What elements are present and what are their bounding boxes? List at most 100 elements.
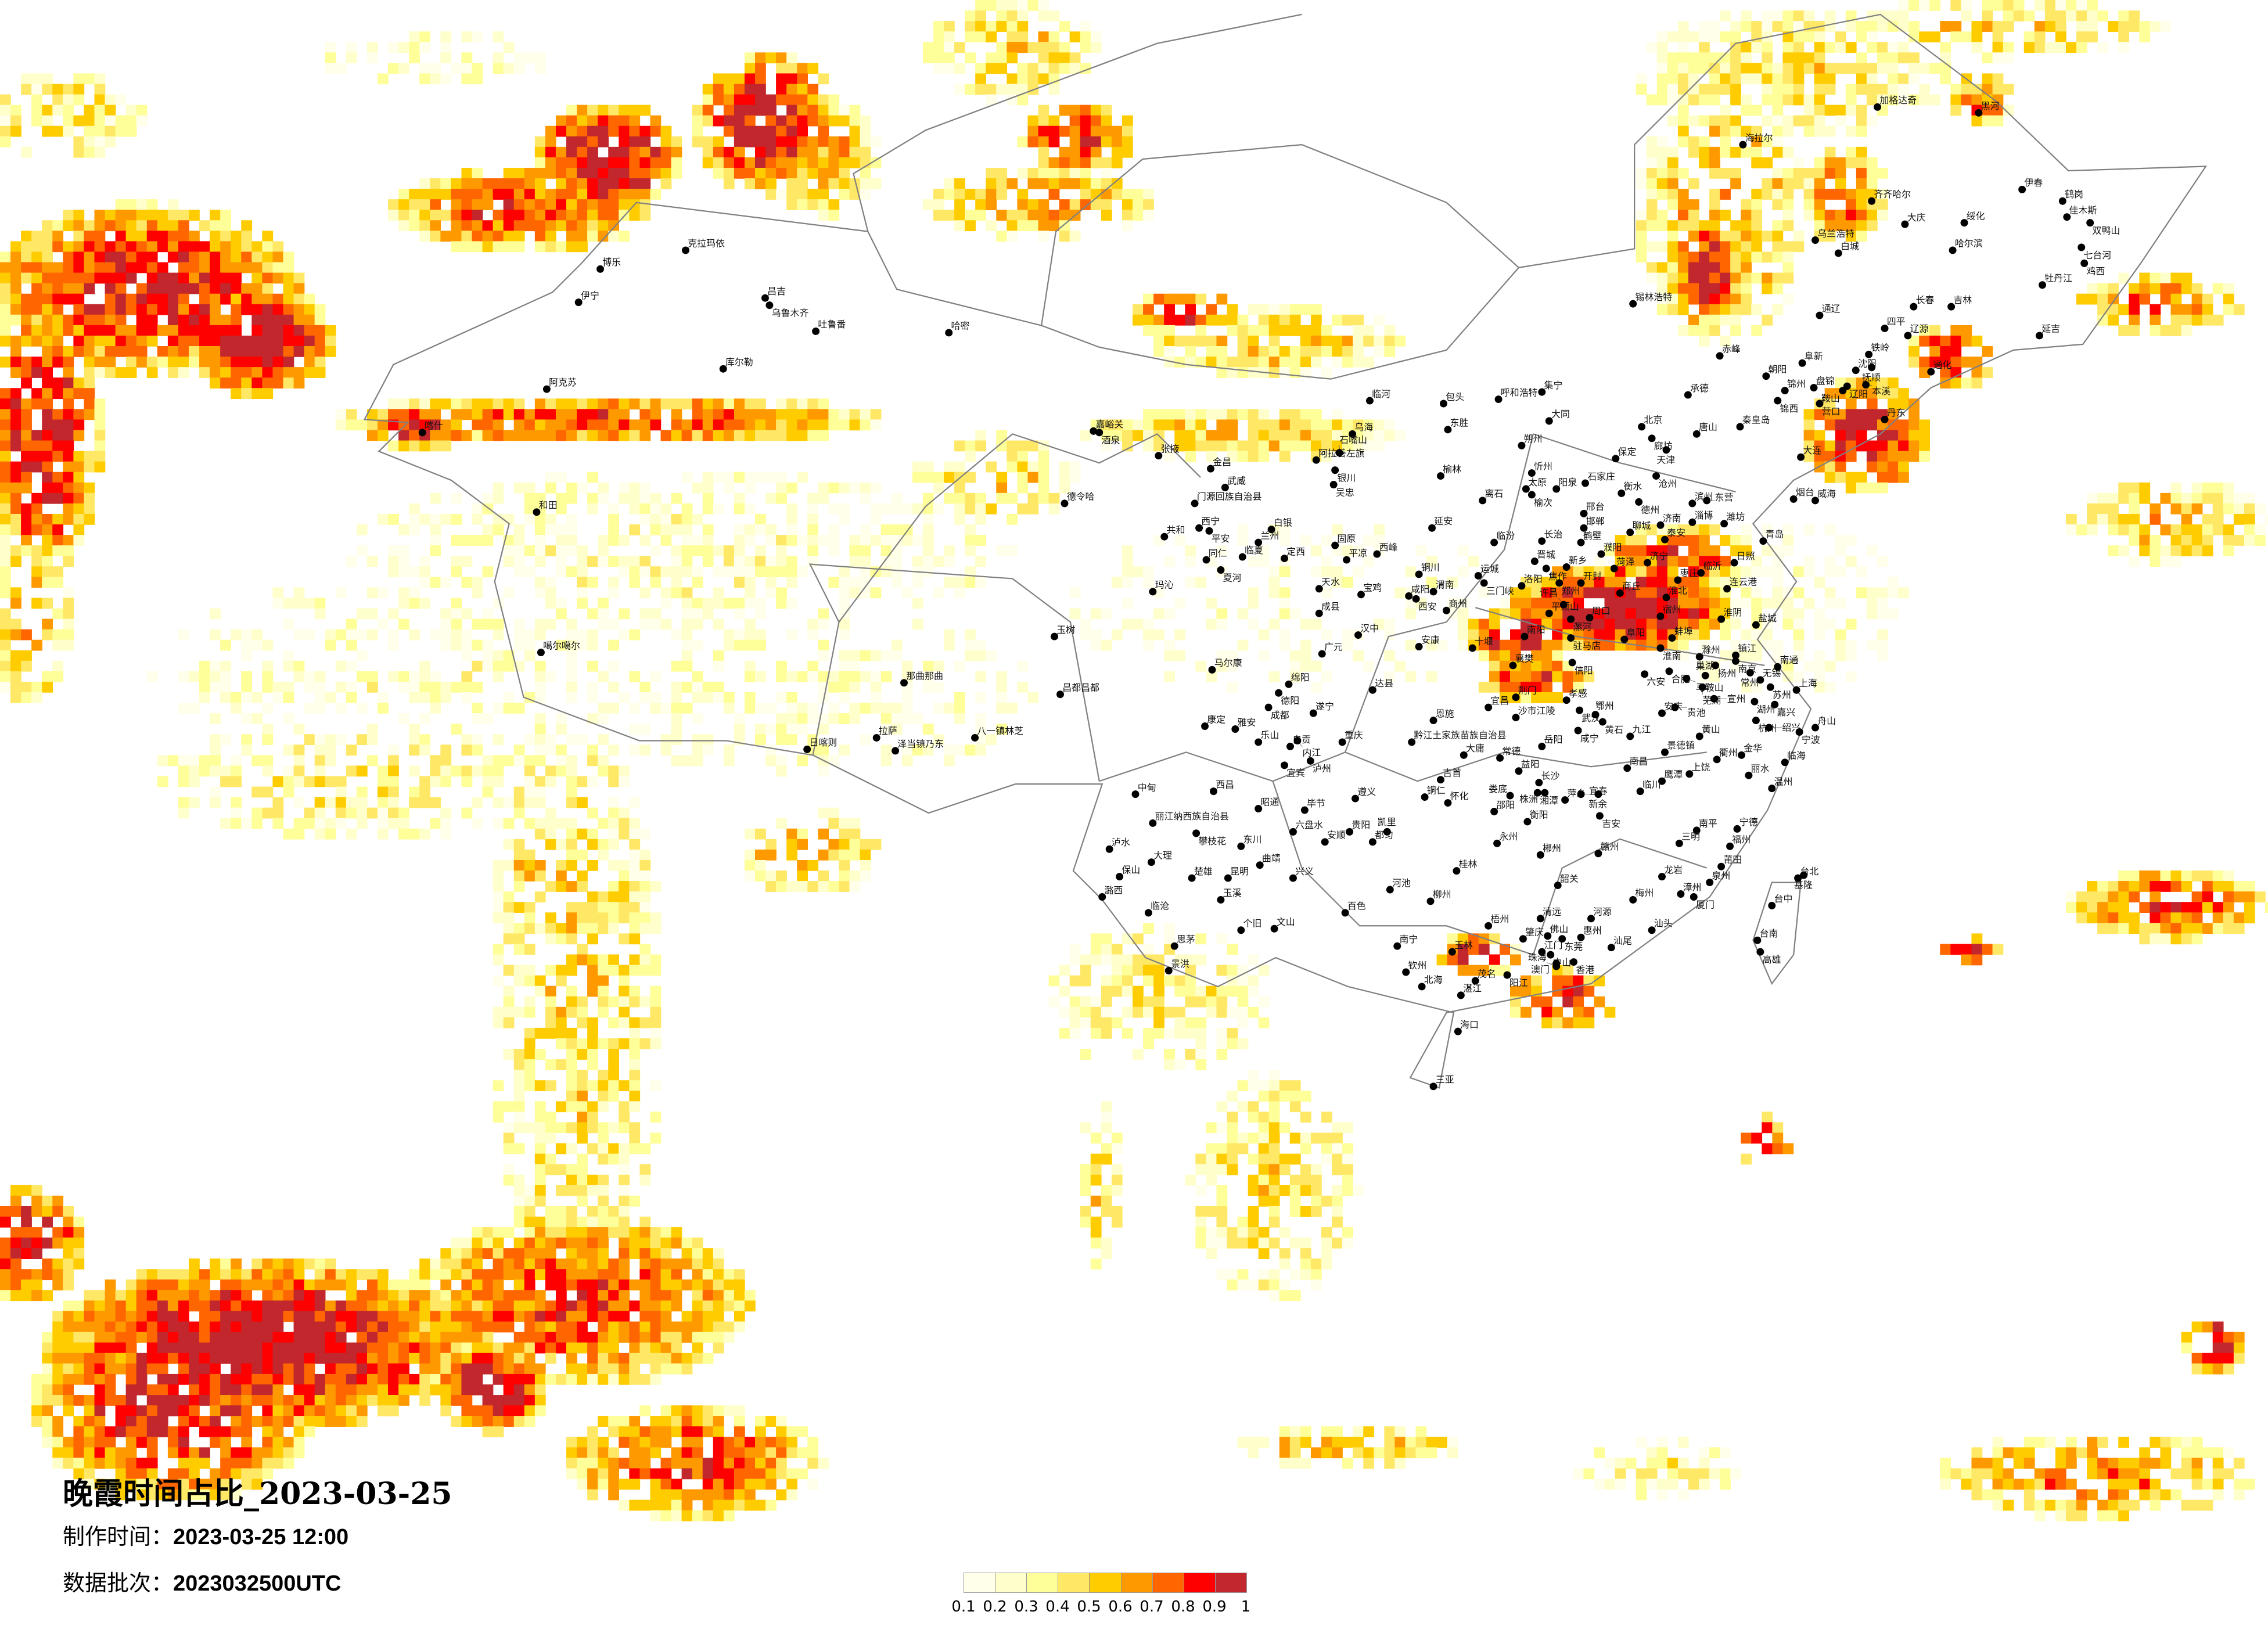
heatmap-cell bbox=[545, 210, 556, 221]
heatmap-cell bbox=[1206, 598, 1217, 609]
heatmap-cell bbox=[1007, 703, 1018, 714]
heatmap-cell bbox=[472, 713, 483, 724]
heatmap-cell bbox=[545, 524, 556, 535]
heatmap-cell bbox=[1950, 0, 1962, 11]
heatmap-cell bbox=[755, 167, 766, 179]
heatmap-cell bbox=[1027, 503, 1039, 515]
heatmap-cell bbox=[1353, 440, 1364, 452]
heatmap-cell bbox=[1877, 199, 1888, 210]
heatmap-cell bbox=[534, 1153, 546, 1165]
heatmap-cell bbox=[566, 241, 577, 253]
heatmap-cell bbox=[1332, 566, 1343, 578]
heatmap-cell bbox=[1489, 681, 1500, 693]
heatmap-cell bbox=[598, 703, 609, 714]
heatmap-cell bbox=[1646, 157, 1658, 168]
heatmap-cell bbox=[849, 482, 861, 494]
heatmap-cell bbox=[818, 199, 829, 210]
heatmap-cell bbox=[807, 618, 819, 630]
heatmap-cell bbox=[430, 703, 441, 714]
heatmap-cell bbox=[1122, 199, 1133, 210]
heatmap-cell bbox=[210, 210, 221, 221]
heatmap-cell bbox=[619, 430, 630, 441]
heatmap-cell bbox=[744, 115, 756, 127]
heatmap-cell bbox=[1762, 42, 1773, 53]
heatmap-cell bbox=[503, 189, 515, 200]
heatmap-cell bbox=[619, 1143, 630, 1154]
heatmap-cell bbox=[157, 293, 168, 305]
heatmap-cell bbox=[1845, 398, 1857, 410]
heatmap-cell bbox=[744, 409, 756, 420]
heatmap-cell bbox=[1080, 996, 1091, 1008]
heatmap-cell bbox=[577, 566, 588, 578]
heatmap-cell bbox=[692, 671, 703, 682]
heatmap-cell bbox=[419, 42, 431, 53]
heatmap-cell bbox=[472, 210, 483, 221]
heatmap-cell bbox=[797, 419, 808, 431]
heatmap-cell bbox=[419, 513, 431, 525]
heatmap-cell bbox=[366, 430, 378, 441]
heatmap-cell bbox=[1677, 262, 1689, 274]
heatmap-cell bbox=[598, 818, 609, 829]
heatmap-cell bbox=[84, 409, 95, 420]
heatmap-cell bbox=[472, 31, 483, 42]
heatmap-cell bbox=[1195, 357, 1207, 368]
heatmap-cell bbox=[1856, 115, 1867, 127]
heatmap-cell bbox=[1762, 63, 1773, 74]
heatmap-cell bbox=[860, 849, 871, 861]
heatmap-cell bbox=[818, 535, 829, 546]
heatmap-cell bbox=[513, 63, 525, 74]
heatmap-cell bbox=[1069, 231, 1081, 242]
heatmap-cell bbox=[629, 105, 641, 116]
heatmap-cell bbox=[1604, 587, 1616, 599]
heatmap-cell bbox=[1185, 304, 1196, 315]
heatmap-cell bbox=[52, 105, 64, 116]
heatmap-cell bbox=[0, 608, 11, 620]
heatmap-cell bbox=[1185, 346, 1196, 357]
heatmap-cell bbox=[94, 73, 106, 85]
heatmap-cell bbox=[996, 671, 1008, 682]
heatmap-cell bbox=[2160, 902, 2172, 913]
heatmap-cell bbox=[734, 608, 745, 620]
heatmap-cell bbox=[1310, 1132, 1322, 1144]
heatmap-cell bbox=[880, 503, 892, 515]
heatmap-cell bbox=[1720, 73, 1731, 85]
heatmap-cell bbox=[545, 1153, 556, 1165]
heatmap-cell bbox=[755, 398, 766, 410]
heatmap-cell bbox=[587, 167, 598, 179]
heatmap-cell bbox=[723, 398, 735, 410]
heatmap-cell bbox=[1258, 430, 1270, 441]
heatmap-cell bbox=[1667, 545, 1678, 556]
heatmap-cell bbox=[555, 409, 567, 420]
heatmap-cell bbox=[545, 996, 556, 1008]
heatmap-cell bbox=[220, 241, 231, 253]
heatmap-cell bbox=[1856, 105, 1867, 116]
heatmap-cell bbox=[975, 210, 986, 221]
heatmap-cell bbox=[828, 136, 840, 148]
heatmap-cell bbox=[241, 388, 253, 400]
heatmap-cell bbox=[1332, 1122, 1343, 1134]
heatmap-cell bbox=[849, 681, 861, 693]
heatmap-cell bbox=[398, 566, 409, 578]
heatmap-cell bbox=[1688, 556, 1699, 567]
heatmap-cell bbox=[2150, 912, 2161, 924]
heatmap-cell bbox=[388, 398, 399, 410]
heatmap-cell bbox=[713, 681, 724, 693]
heatmap-cell bbox=[755, 828, 766, 840]
heatmap-cell bbox=[1720, 231, 1731, 242]
heatmap-cell bbox=[167, 272, 179, 284]
heatmap-cell bbox=[1007, 31, 1018, 42]
heatmap-cell bbox=[21, 314, 32, 326]
heatmap-cell bbox=[1782, 660, 1794, 672]
heatmap-cell bbox=[965, 84, 976, 95]
heatmap-cell bbox=[1688, 178, 1699, 189]
heatmap-cell bbox=[419, 63, 431, 74]
heatmap-cell bbox=[2170, 902, 2182, 913]
heatmap-cell bbox=[1332, 1153, 1343, 1165]
heatmap-cell bbox=[765, 849, 777, 861]
heatmap-cell bbox=[1772, 566, 1784, 578]
heatmap-cell bbox=[1521, 681, 1532, 693]
heatmap-cell bbox=[692, 535, 703, 546]
heatmap-cell bbox=[1289, 419, 1301, 431]
heatmap-cell bbox=[503, 1017, 515, 1028]
heatmap-cell bbox=[419, 776, 431, 787]
